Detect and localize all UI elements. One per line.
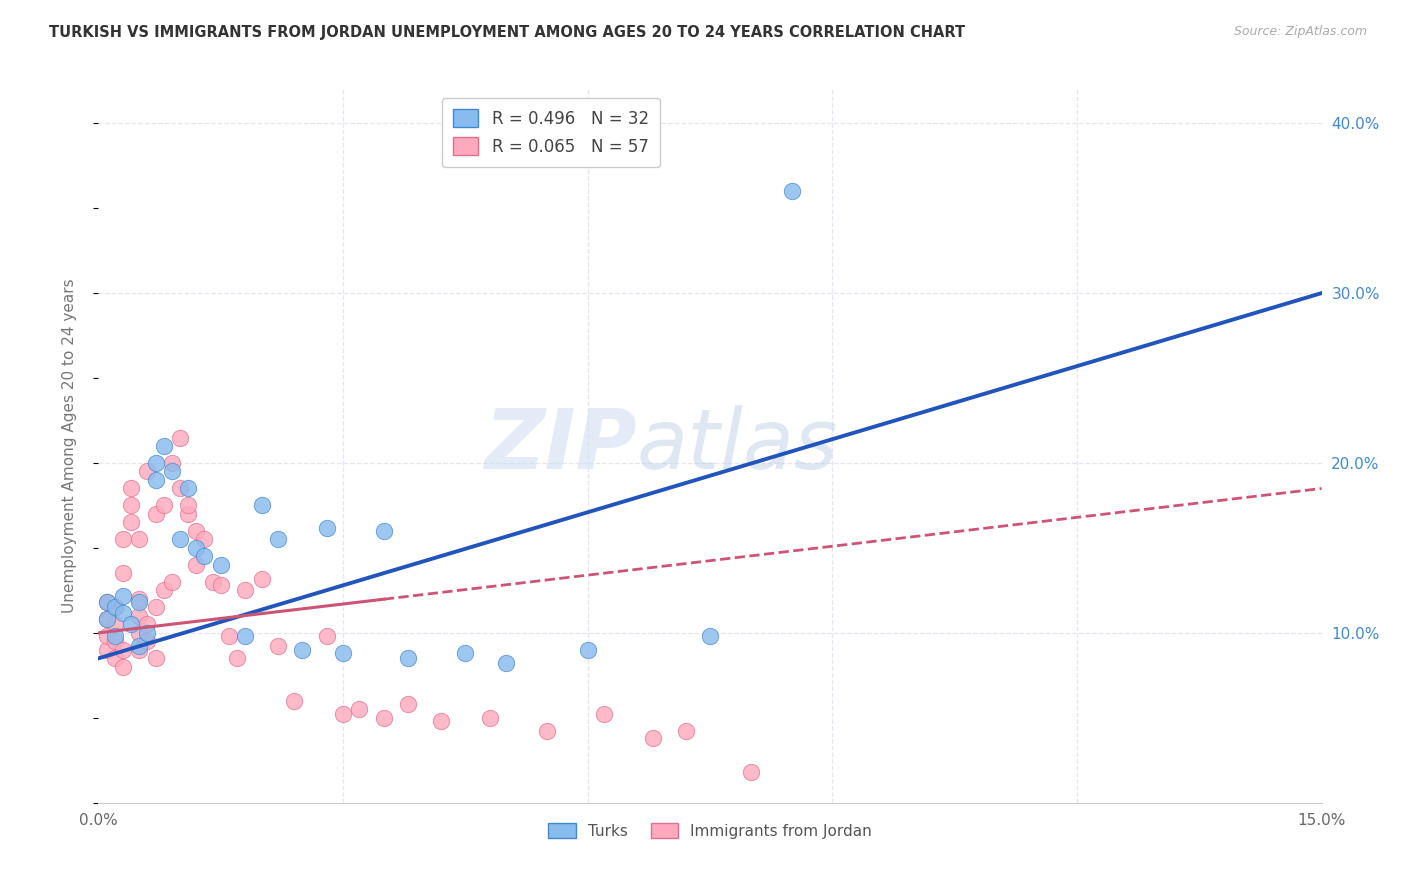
Point — [104, 617, 127, 632]
Point — [152, 499, 174, 513]
Point — [169, 430, 191, 444]
Point — [128, 595, 150, 609]
Point — [136, 465, 159, 479]
Point — [186, 541, 208, 555]
Point — [396, 651, 419, 665]
Point — [160, 465, 183, 479]
Text: Source: ZipAtlas.com: Source: ZipAtlas.com — [1233, 25, 1367, 38]
Point — [315, 629, 337, 643]
Point — [169, 533, 191, 547]
Point — [267, 640, 290, 654]
Point — [104, 600, 127, 615]
Point — [111, 589, 134, 603]
Point — [160, 456, 183, 470]
Point — [349, 702, 371, 716]
Point — [145, 651, 167, 665]
Point — [641, 731, 664, 746]
Point — [145, 473, 167, 487]
Point — [120, 499, 142, 513]
Point — [145, 456, 167, 470]
Point — [218, 629, 240, 643]
Point — [104, 600, 127, 615]
Point — [128, 643, 150, 657]
Point — [177, 499, 200, 513]
Point — [209, 558, 232, 572]
Point — [145, 507, 167, 521]
Point — [136, 626, 159, 640]
Point — [96, 612, 118, 626]
Point — [111, 566, 134, 581]
Point — [478, 711, 501, 725]
Point — [111, 660, 134, 674]
Point — [250, 572, 273, 586]
Point — [128, 533, 150, 547]
Point — [120, 482, 142, 496]
Point — [283, 694, 305, 708]
Point — [96, 629, 118, 643]
Point — [152, 439, 174, 453]
Text: atlas: atlas — [637, 406, 838, 486]
Point — [699, 629, 721, 643]
Point — [111, 643, 134, 657]
Point — [193, 533, 215, 547]
Point — [128, 591, 150, 606]
Point — [209, 578, 232, 592]
Point — [96, 595, 118, 609]
Point — [136, 617, 159, 632]
Y-axis label: Unemployment Among Ages 20 to 24 years: Unemployment Among Ages 20 to 24 years — [62, 278, 77, 614]
Point — [186, 524, 208, 538]
Point — [233, 629, 256, 643]
Text: TURKISH VS IMMIGRANTS FROM JORDAN UNEMPLOYMENT AMONG AGES 20 TO 24 YEARS CORRELA: TURKISH VS IMMIGRANTS FROM JORDAN UNEMPL… — [49, 25, 966, 40]
Point — [332, 707, 354, 722]
Point — [96, 595, 118, 609]
Point — [226, 651, 249, 665]
Point — [96, 612, 118, 626]
Point — [430, 714, 453, 729]
Point — [250, 499, 273, 513]
Point — [495, 657, 517, 671]
Point — [233, 583, 256, 598]
Point — [128, 608, 150, 623]
Point — [120, 617, 142, 632]
Point — [396, 698, 419, 712]
Point — [186, 558, 208, 572]
Point — [373, 524, 395, 538]
Point — [136, 634, 159, 648]
Point — [536, 724, 558, 739]
Point — [177, 482, 200, 496]
Point — [193, 549, 215, 564]
Point — [332, 646, 354, 660]
Text: ZIP: ZIP — [484, 406, 637, 486]
Point — [104, 634, 127, 648]
Point — [373, 711, 395, 725]
Point — [104, 651, 127, 665]
Point — [128, 640, 150, 654]
Point — [104, 629, 127, 643]
Point — [267, 533, 290, 547]
Point — [169, 482, 191, 496]
Point — [96, 643, 118, 657]
Point — [160, 574, 183, 589]
Point — [593, 707, 616, 722]
Point — [111, 533, 134, 547]
Point — [315, 520, 337, 534]
Point — [120, 516, 142, 530]
Point — [145, 600, 167, 615]
Point — [291, 643, 314, 657]
Point — [454, 646, 477, 660]
Point — [111, 606, 134, 620]
Point — [177, 507, 200, 521]
Point — [201, 574, 224, 589]
Point — [780, 184, 803, 198]
Point — [675, 724, 697, 739]
Point — [128, 626, 150, 640]
Point — [152, 583, 174, 598]
Legend: Turks, Immigrants from Jordan: Turks, Immigrants from Jordan — [541, 817, 879, 845]
Point — [576, 643, 599, 657]
Point — [740, 765, 762, 780]
